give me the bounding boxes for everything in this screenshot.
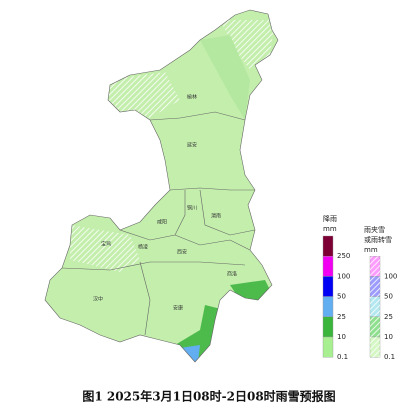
legend-label: 0.1 — [337, 353, 348, 361]
legend-label: 10 — [384, 333, 393, 341]
legend-label: 50 — [337, 293, 346, 301]
legend-title: 或雨转雪 — [364, 235, 392, 244]
city-label: 榆林 — [187, 94, 197, 101]
legend-swatch — [322, 235, 334, 257]
legend-label: 0.1 — [384, 353, 395, 361]
city-label: 西安 — [177, 249, 187, 256]
legend-label: 100 — [384, 272, 397, 280]
city-label: 宝鸡 — [101, 241, 111, 248]
legend-hatch — [370, 256, 380, 277]
legend-title: 雨夹雪 — [364, 225, 385, 234]
legend-swatch — [322, 276, 334, 297]
legend-hatch — [370, 316, 380, 337]
city-label: 延安 — [187, 142, 197, 149]
city-label: 渭南 — [211, 213, 221, 220]
legend-swatch — [322, 296, 334, 318]
legend-swatch — [322, 316, 334, 338]
legend-title: 降雨 — [323, 214, 337, 223]
legend-hatch — [370, 276, 380, 297]
city-label: 汉中 — [93, 296, 103, 303]
city-label: 安康 — [173, 305, 183, 312]
legend-hatch — [370, 337, 380, 358]
legend-label: 50 — [384, 293, 393, 301]
boundaries — [44, 9, 279, 363]
city-label: 杨凌 — [138, 244, 148, 251]
legend-label: 250 — [337, 252, 350, 260]
legend-swatch — [322, 336, 334, 358]
city-label: 铜川 — [187, 205, 197, 212]
city-label: 商洛 — [227, 271, 237, 278]
legend-swatch — [322, 256, 334, 277]
city-label: 咸阳 — [157, 219, 167, 226]
legend-label: 100 — [337, 272, 350, 280]
legend-label: 10 — [337, 333, 346, 341]
legend-hatch — [370, 296, 380, 317]
caption: 图1 2025年3月1日08时-2日08时雨雪预报图 — [82, 389, 335, 404]
legend-unit: mm — [323, 225, 337, 233]
legend-label: 25 — [384, 313, 393, 321]
legend-unit: mm — [364, 246, 378, 254]
legend-label: 25 — [337, 313, 346, 321]
